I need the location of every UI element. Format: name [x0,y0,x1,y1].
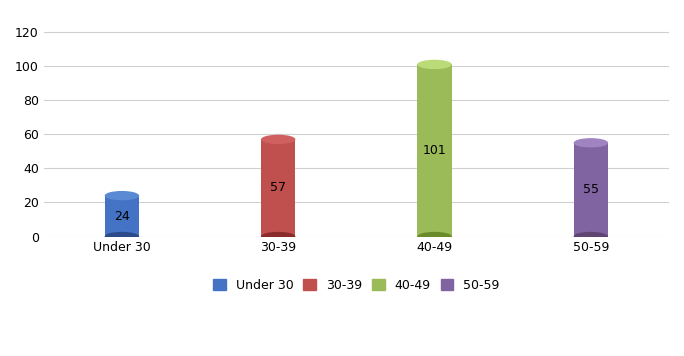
Ellipse shape [105,232,139,241]
Legend: Under 30, 30-39, 40-49, 50-59: Under 30, 30-39, 40-49, 50-59 [208,274,505,297]
Text: 101: 101 [423,144,447,157]
Ellipse shape [261,232,295,241]
Ellipse shape [417,232,451,241]
Bar [105,196,139,236]
Ellipse shape [417,60,451,69]
Ellipse shape [574,232,608,241]
Text: 24: 24 [114,210,130,222]
Bar [261,140,295,236]
Ellipse shape [574,138,608,147]
Ellipse shape [105,191,139,200]
Text: 55: 55 [583,183,599,196]
Text: 57: 57 [270,182,286,194]
Bar [417,64,451,236]
Bar [574,143,608,236]
Ellipse shape [261,135,295,144]
